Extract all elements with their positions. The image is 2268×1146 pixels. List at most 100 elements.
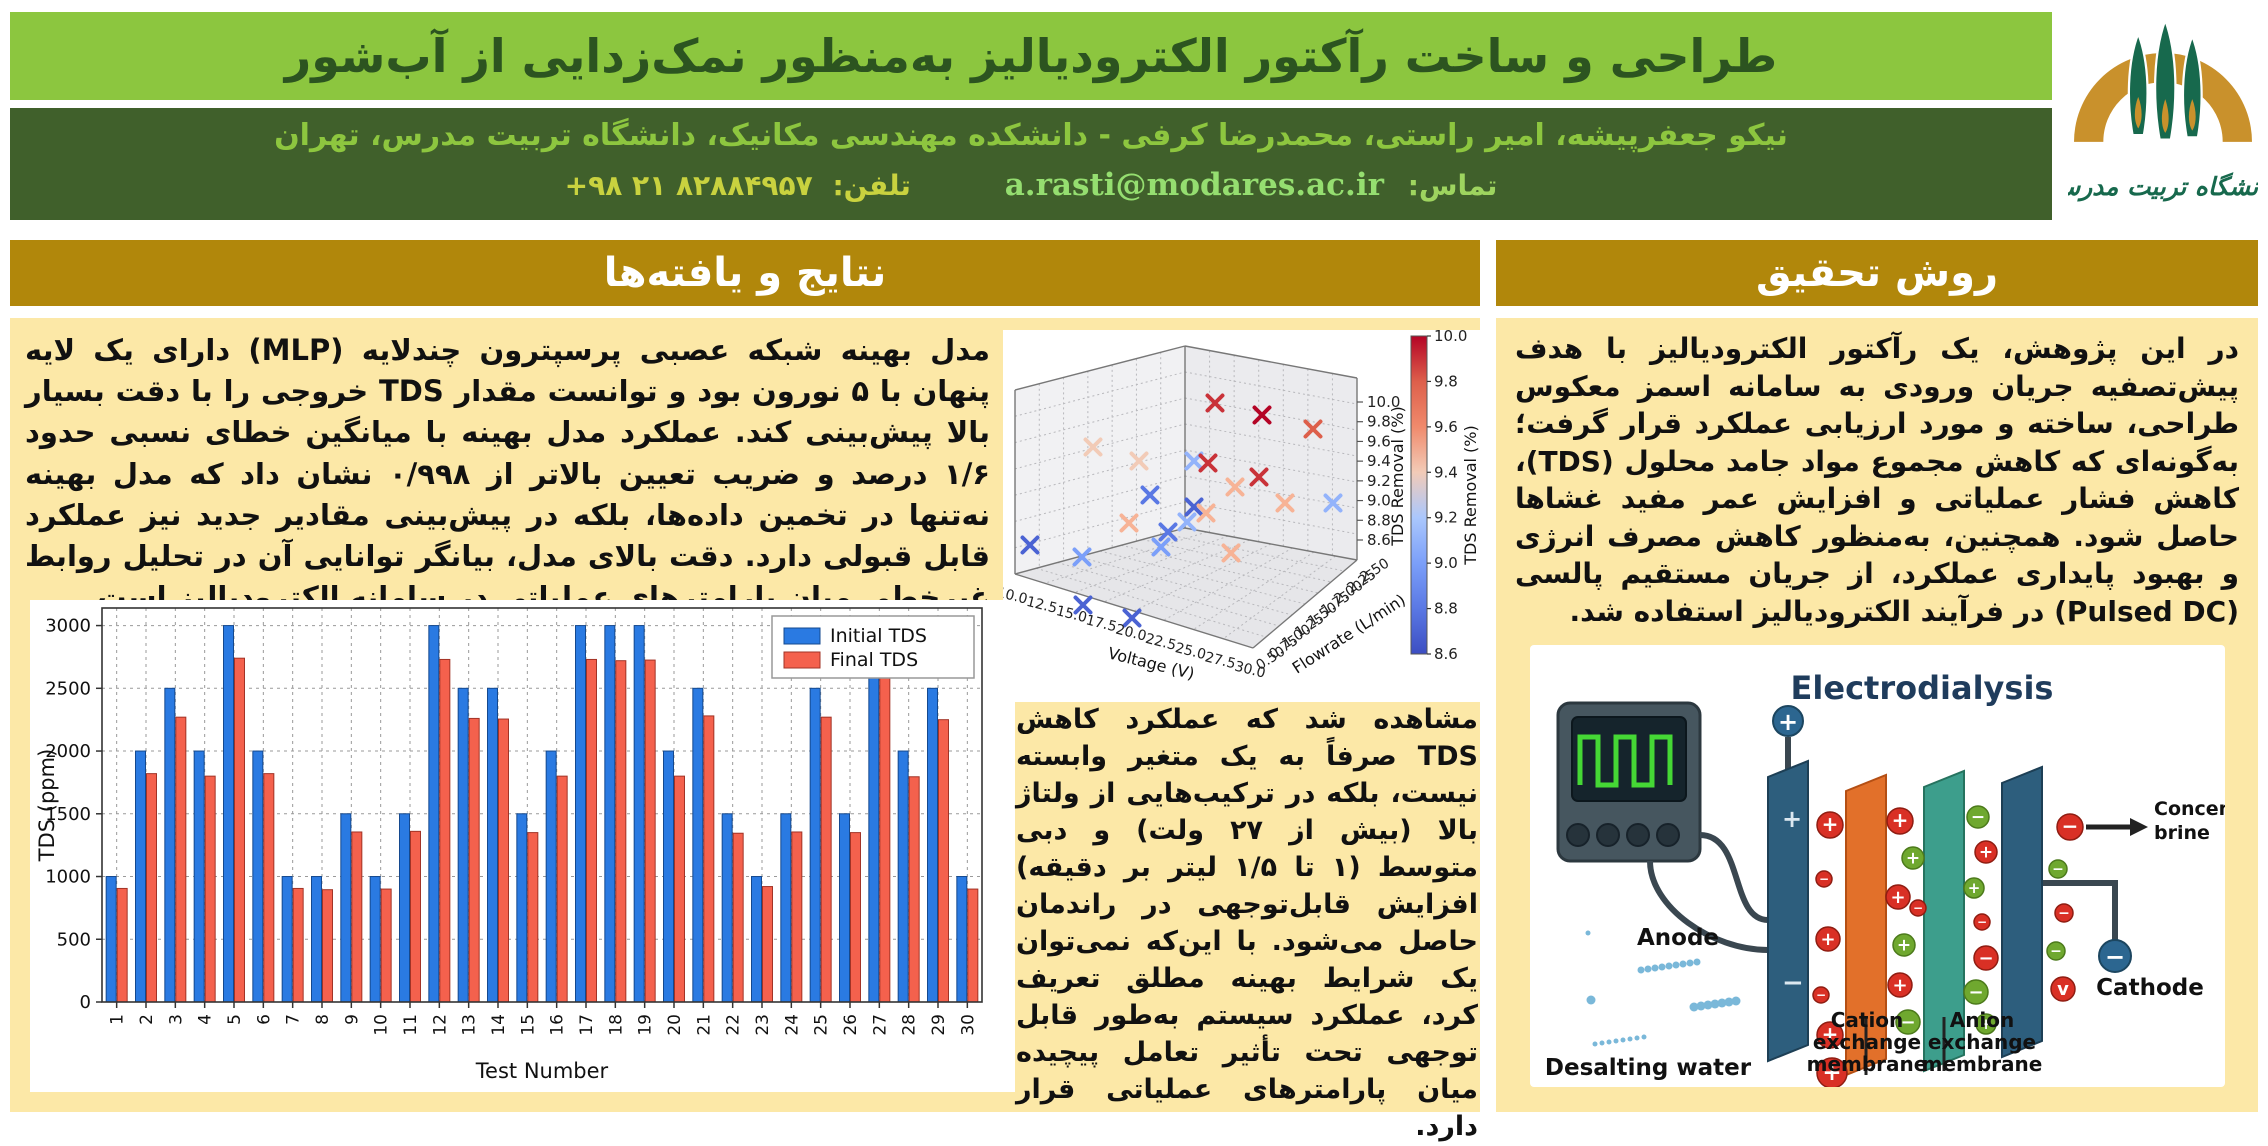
bars-group (105, 625, 979, 1003)
results-paragraph-1: مدل بهینه شبکه عصبی پرسپترون چندلایه (ML… (25, 333, 991, 615)
diagram-title: Electrodialysis (1791, 669, 2054, 707)
svg-text:+: + (1822, 1022, 1839, 1046)
svg-text:+: + (1968, 879, 1981, 897)
svg-text:9.0: 9.0 (1367, 492, 1391, 510)
svg-text:+: + (1778, 708, 1798, 736)
svg-text:2000: 2000 (45, 741, 91, 762)
scatter3d-root: 10.012.515.017.520.022.525.027.530.0Volt… (995, 327, 1480, 683)
svg-text:16: 16 (548, 1014, 568, 1036)
svg-text:9.2: 9.2 (1367, 472, 1391, 490)
minus-terminal-icon: − (2098, 939, 2132, 973)
poster-title: طراحی و ساخت رآکتور الکترودیالیز به‌منظو… (284, 29, 1778, 83)
svg-text:1500: 1500 (45, 804, 91, 825)
svg-text:28: 28 (900, 1014, 920, 1036)
authors-bar: نیکو جعفرپیشه، امیر راستی، محمدرضا کرفی … (10, 108, 2052, 220)
svg-text:−: − (1782, 968, 1804, 998)
svg-text:22: 22 (724, 1014, 744, 1036)
university-logo: دانشگاه تربیت مدرس (2058, 0, 2268, 232)
svg-text:−: − (1978, 948, 1993, 969)
svg-text:9.2: 9.2 (1434, 509, 1458, 527)
svg-text:8.6: 8.6 (1367, 531, 1391, 549)
svg-text:9.0: 9.0 (1434, 554, 1458, 572)
svg-text:0: 0 (80, 992, 91, 1013)
phone-number: +۹۸ ۲۱ ۸۲۸۸۴۹۵۷ (564, 169, 813, 202)
svg-text:+: + (1820, 929, 1835, 950)
svg-text:v: v (2057, 979, 2069, 1000)
svg-text:−: − (1900, 1012, 1915, 1033)
colorbar: 10.0 9.8 9.6 9.4 9.2 9.0 8.8 8.6 TDS Removal (%) (1410, 327, 1480, 663)
voltage-ticks: 10.012.515.017.520.022.525.027.530.0 (995, 585, 1267, 682)
svg-text:2500: 2500 (45, 678, 91, 699)
svg-text:Initial TDS: Initial TDS (830, 625, 927, 647)
electrodialysis-diagram: Electrodialysis (1530, 645, 2268, 1089)
svg-text:19: 19 (636, 1014, 656, 1036)
svg-text:+: + (1892, 808, 1909, 832)
svg-text:9: 9 (342, 1014, 362, 1025)
logo-caption: دانشگاه تربیت مدرس (2068, 172, 2258, 202)
svg-text:+: + (1822, 1060, 1841, 1086)
svg-text:11: 11 (401, 1014, 421, 1036)
svg-text:−: − (1819, 872, 1829, 886)
svg-text:20: 20 (665, 1014, 685, 1036)
svg-text:3: 3 (166, 1014, 186, 1025)
x-tick-labels: 1 2 3 4 5 6 7 8 9 10 11 12 13 14 15 16 17 18 19 20 21 22 23 24 2… (108, 1002, 978, 1036)
svg-text:+: + (1980, 1015, 1993, 1033)
wires (1647, 737, 2118, 953)
pulse-generator-icon (1556, 701, 1702, 863)
svg-text:−: − (2052, 861, 2064, 877)
svg-text:13: 13 (460, 1014, 480, 1036)
electrode-stack: + − (1767, 759, 2043, 1077)
square-wave-icon (1577, 734, 1673, 788)
svg-text:14: 14 (489, 1014, 509, 1036)
tds-bar-chart-figure: 0 500 1000 1500 2000 2500 3000 1 2 3 4 5 6 7 8 9 10 11 12 1… (30, 600, 1015, 1092)
anode-label: Anode (1637, 925, 1719, 951)
scatter3d-figure: 10.0 12.5 15.0 17.5 20.0 22.5 25.0 27.5 30.0 Volt… (995, 327, 1485, 702)
svg-text:8.6: 8.6 (1434, 645, 1458, 663)
poster-title-bar: طراحی و ساخت رآکتور الکترودیالیز به‌منظو… (10, 12, 2052, 100)
svg-text:500: 500 (57, 929, 91, 950)
anion-membrane-plate (1923, 769, 1965, 1073)
svg-text:17: 17 (577, 1014, 597, 1036)
electrodialysis-diagram-svg: Electrodialysis (1545, 669, 2268, 1089)
svg-text:9.8: 9.8 (1434, 372, 1458, 390)
pane-grids (1014, 350, 1358, 640)
svg-text:−: − (2058, 905, 2070, 921)
svg-text:Final TDS: Final TDS (830, 649, 918, 671)
svg-text:9.4: 9.4 (1367, 452, 1391, 470)
svg-text:9.6: 9.6 (1434, 418, 1458, 436)
svg-text:8.8: 8.8 (1367, 511, 1391, 529)
x-axis-label: Test Number (475, 1059, 609, 1083)
anode-plate (1767, 759, 1809, 1063)
water-dots (1585, 930, 1741, 1047)
method-section-title: روش تحقیق (1755, 250, 1999, 296)
contact-line: تماس: a.rasti@modares.ac.ir تلفن: +۹۸ ۲۱… (10, 160, 2052, 211)
svg-text:30.0: 30.0 (1233, 659, 1267, 682)
scatter-points (1020, 393, 1343, 628)
svg-text:18: 18 (606, 1014, 626, 1036)
svg-text:24: 24 (782, 1014, 802, 1036)
contact-email[interactable]: a.rasti@modares.ac.ir (1004, 167, 1384, 203)
svg-text:+: + (1906, 848, 1920, 868)
method-paragraph: در این پژوهش، یک رآکتور الکترودیالیز با … (1515, 332, 2239, 628)
phone-label: تلفن: (832, 169, 911, 202)
anion-membrane-label: Anion exchange membrane (1922, 1008, 2043, 1076)
svg-text:10.0: 10.0 (1434, 330, 1467, 345)
z-ticks: 8.6 8.89.0 9.2 9.4 9.69.8 10.0 (1357, 393, 1400, 549)
svg-text:20.0: 20.0 (1114, 622, 1148, 645)
svg-text:25: 25 (812, 1014, 832, 1036)
svg-text:6: 6 (254, 1014, 274, 1025)
svg-text:15: 15 (518, 1014, 538, 1036)
svg-text:−: − (2105, 943, 2125, 971)
svg-text:23: 23 (753, 1014, 773, 1036)
desalting-water-label: Desalting water (1545, 1055, 1752, 1081)
svg-text:+: + (1782, 805, 1802, 833)
results-section-header: نتایج و یافته‌ها (10, 240, 1480, 306)
colorbar-label: TDS Removal (%) (1461, 425, 1480, 565)
svg-text:5: 5 (225, 1014, 245, 1025)
svg-text:+: + (1890, 887, 1905, 908)
svg-text:+: + (1892, 975, 1907, 996)
svg-text:7: 7 (284, 1014, 304, 1025)
